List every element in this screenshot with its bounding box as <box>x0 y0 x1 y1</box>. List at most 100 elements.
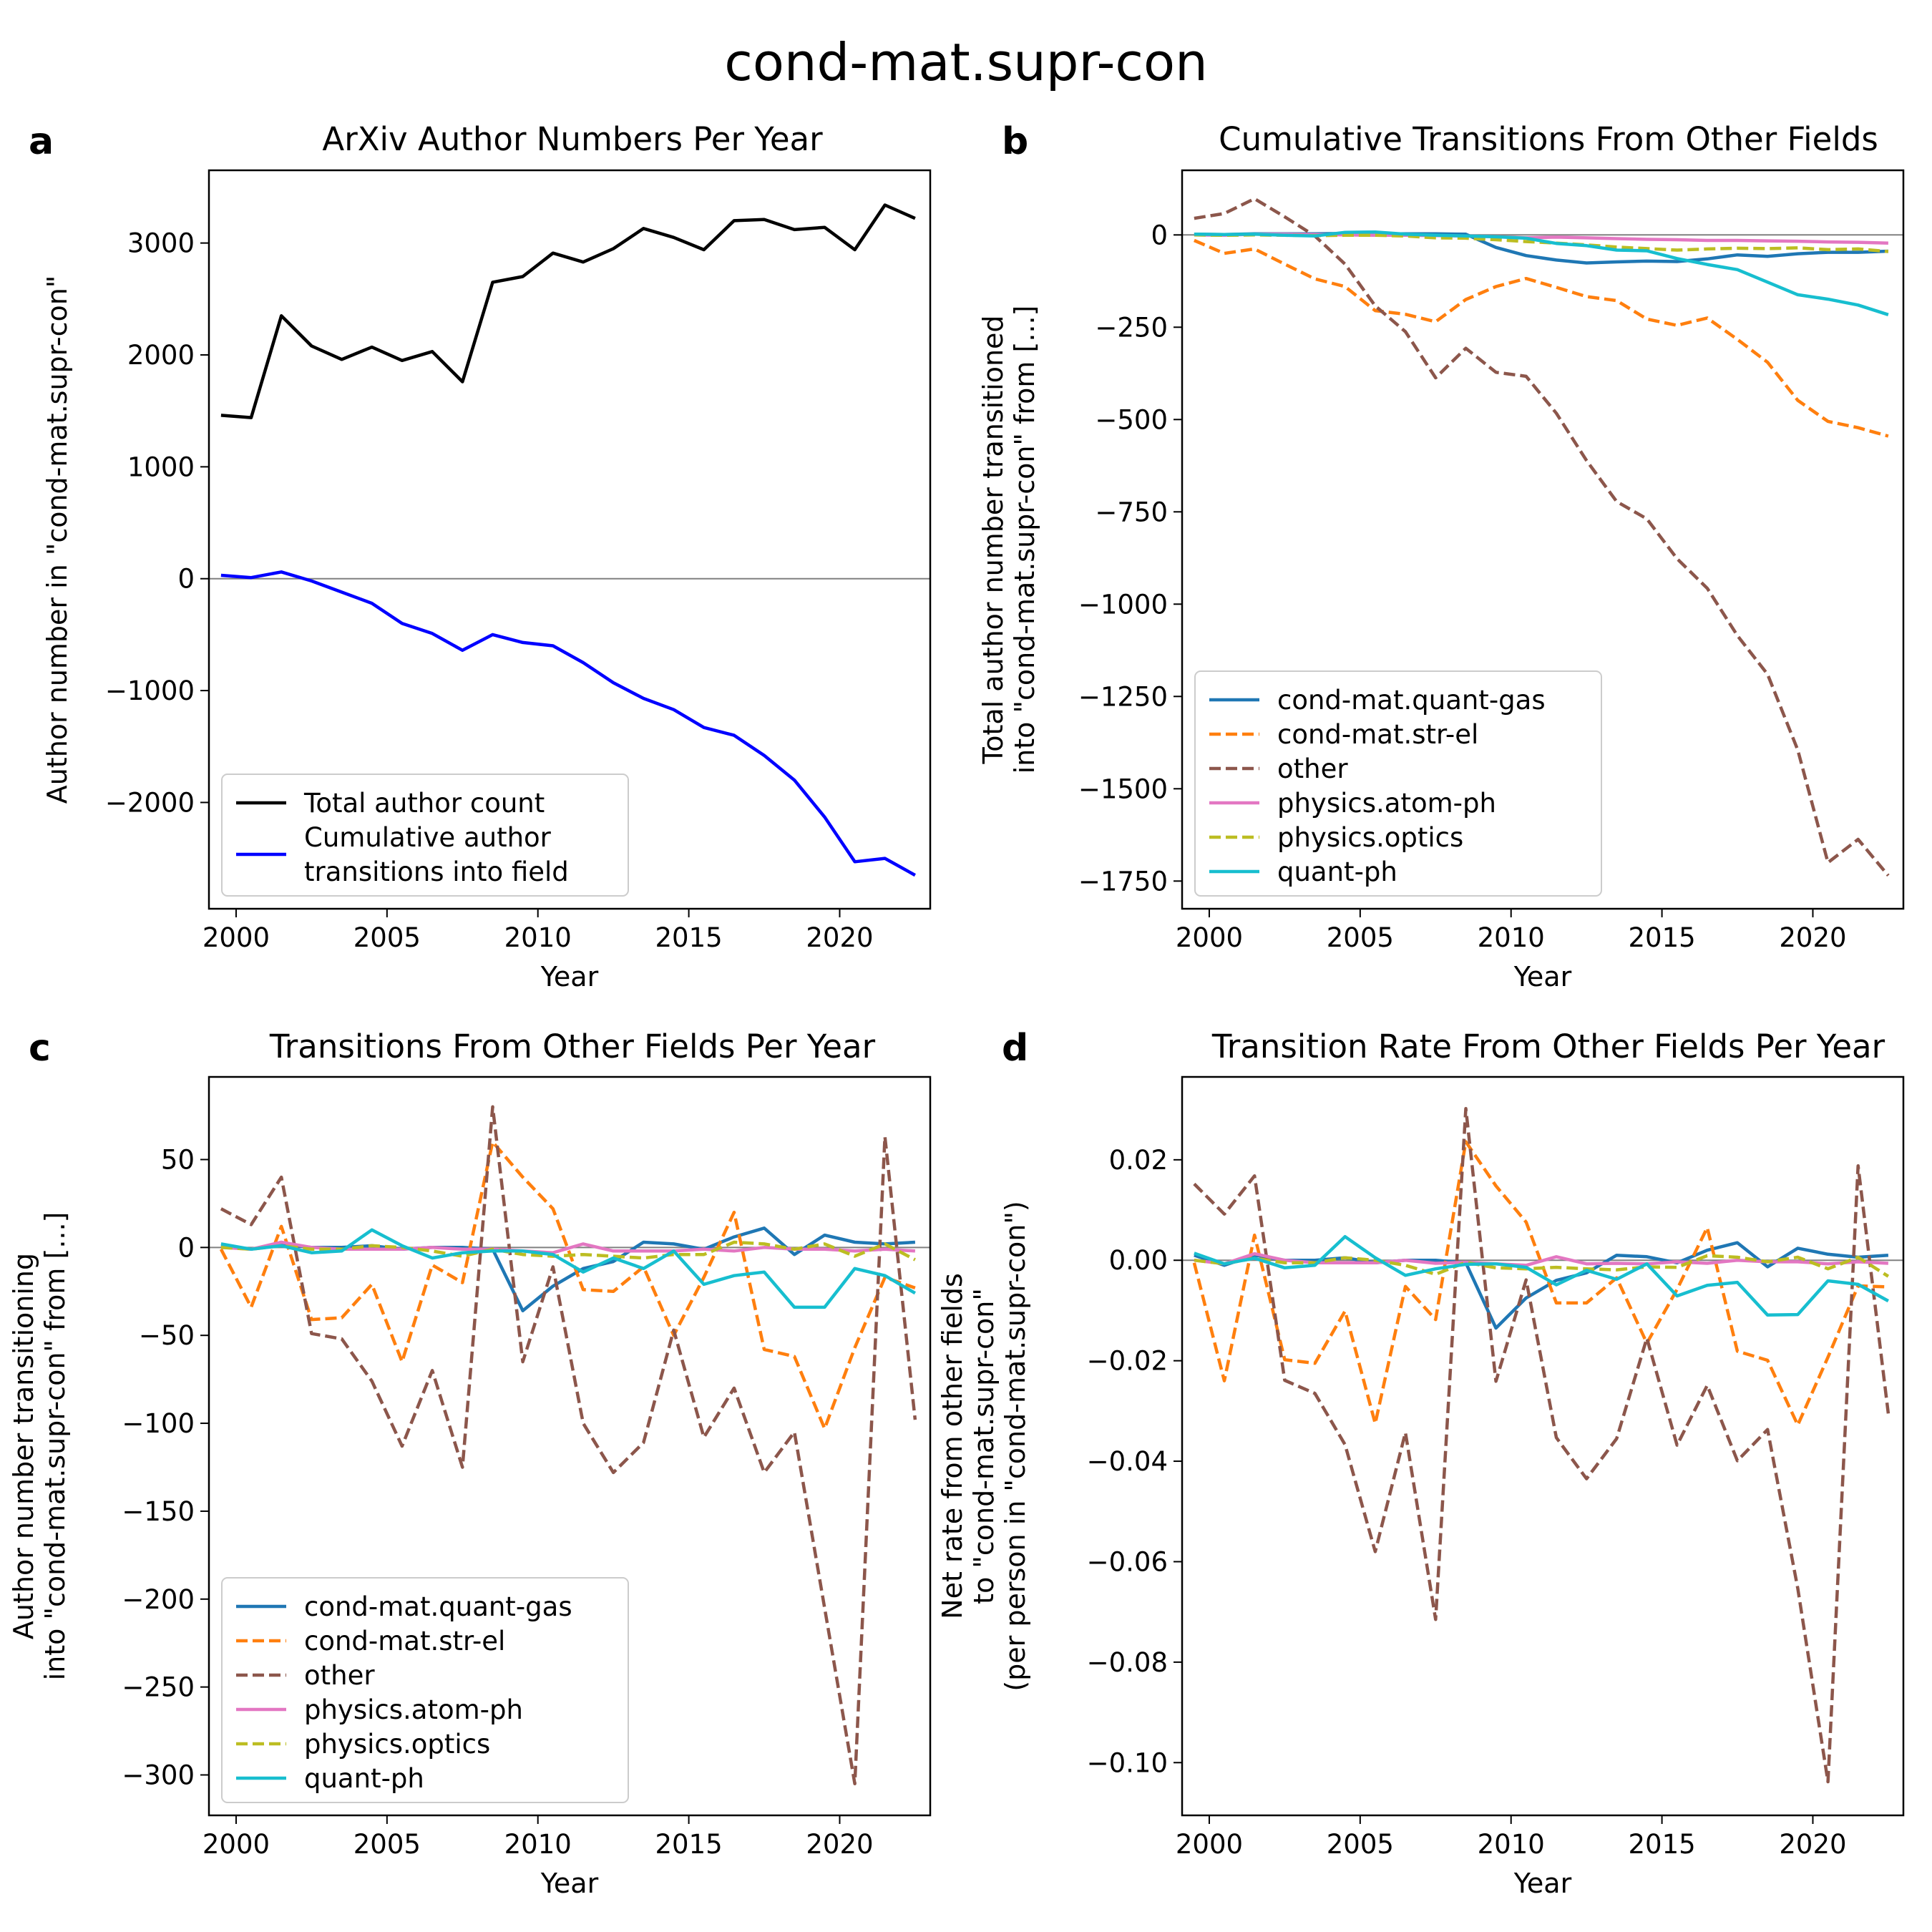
panel-d: d Transition Rate From Other Fields Per … <box>937 1027 1905 1899</box>
y-axis-label-line: into "cond-mat.supr-con" from [...] <box>1009 306 1040 774</box>
series-line-cond-mat.quant-gas <box>1194 1241 1889 1330</box>
series-line-cumulative <box>220 570 916 877</box>
x-tick-label: 2010 <box>1478 922 1545 953</box>
y-axis-label-line: Net rate from other fields <box>937 1273 968 1619</box>
y-tick-label: −200 <box>122 1584 195 1615</box>
legend-label: physics.optics <box>1277 822 1463 853</box>
legend-label: quant-ph <box>304 1763 424 1794</box>
series-line-quant-ph <box>220 1228 917 1309</box>
y-tick-label: −250 <box>1095 312 1168 343</box>
y-tick-label: −0.10 <box>1087 1747 1168 1778</box>
series-line-quant-ph <box>1194 1234 1889 1317</box>
x-tick-label: 2010 <box>504 1829 572 1860</box>
y-tick-label: −0.08 <box>1087 1647 1168 1678</box>
legend-label: physics.optics <box>304 1729 490 1760</box>
series-line-cond-mat.str-el <box>219 1140 916 1430</box>
x-tick-label: 2010 <box>504 922 572 953</box>
x-axis-label: Year <box>1513 961 1572 992</box>
y-tick-label: 3000 <box>127 228 195 259</box>
panel-b-label: b <box>1002 120 1028 163</box>
legend-label: quant-ph <box>1277 857 1397 887</box>
panel-a-label: a <box>29 120 54 163</box>
x-axis-label: Year <box>540 961 599 992</box>
y-tick-label: −1000 <box>1078 589 1168 620</box>
y-tick-label: −1750 <box>1078 866 1168 897</box>
panel-b-title: Cumulative Transitions From Other Fields <box>1219 120 1878 158</box>
legend-label: cond-mat.str-el <box>1277 719 1478 750</box>
y-axis-label: Net rate from other fieldsto "cond-mat.s… <box>937 1201 1031 1691</box>
x-tick-label: 2020 <box>1779 922 1846 953</box>
x-tick-label: 2005 <box>1327 1829 1394 1860</box>
legend-label: physics.atom-ph <box>304 1694 523 1725</box>
legend-label: other <box>1277 753 1348 784</box>
y-tick-label: 1000 <box>127 452 195 482</box>
x-tick-label: 2005 <box>353 1829 421 1860</box>
y-tick-label: −50 <box>139 1320 195 1351</box>
y-tick-label: −500 <box>1095 404 1168 435</box>
x-tick-label: 2015 <box>655 922 723 953</box>
y-axis-label-line: into "cond-mat.supr-con" from [...] <box>39 1212 71 1681</box>
legend-box <box>1194 670 1602 897</box>
panel-d-title: Transition Rate From Other Fields Per Ye… <box>1211 1028 1885 1065</box>
legend-label: other <box>304 1660 375 1691</box>
legend-label: Total author count <box>303 788 545 819</box>
legend-label: Cumulative author <box>304 822 552 853</box>
y-tick-label: 50 <box>161 1144 195 1175</box>
panel-d-plot: 2000 2005 2010 2015 2020 0.02 0.00 −0.02 −0.04 −0… <box>937 1075 1905 1899</box>
legend: cond-mat.quant-gascond-mat.str-elotherph… <box>221 1577 629 1803</box>
x-tick-label: 2010 <box>1478 1829 1545 1860</box>
x-tick-label: 2000 <box>1176 922 1243 953</box>
y-tick-label: −750 <box>1095 497 1168 527</box>
y-tick-label: −150 <box>122 1496 195 1527</box>
panel-b-plot: 2000 2005 2010 2015 2020 0 −250 −500 −750 −1000 −1… <box>977 169 1905 992</box>
y-axis-label-line: Author number in "cond-mat.supr-con" <box>42 275 73 804</box>
panel-d-label: d <box>1002 1027 1028 1070</box>
y-tick-label: −1000 <box>105 675 195 706</box>
legend-label: cond-mat.quant-gas <box>1277 685 1546 716</box>
y-axis-label-line: Author number transitioning <box>8 1253 39 1639</box>
series-line-cond-mat.str-el <box>1192 1140 1888 1427</box>
legend-label: transitions into field <box>304 857 569 887</box>
x-tick-label: 2020 <box>1779 1829 1846 1860</box>
y-tick-label: −1250 <box>1078 681 1168 712</box>
panel-b: b Cumulative Transitions From Other Fiel… <box>977 120 1905 992</box>
x-tick-label: 2015 <box>655 1829 723 1860</box>
series-line-physics.optics <box>220 1240 916 1262</box>
axes-frame <box>208 1075 932 1817</box>
y-axis-label: Author number transitioninginto "cond-ma… <box>8 1212 71 1681</box>
panel-a: a ArXiv Author Numbers Per Year 2000 2005… <box>29 120 932 992</box>
y-tick-label: −1500 <box>1078 774 1168 804</box>
y-tick-label: 0 <box>1151 220 1168 250</box>
x-axis-label: Year <box>1513 1868 1572 1899</box>
figure-suptitle: cond-mat.supr-con <box>724 32 1207 92</box>
y-axis-label-line: Total author number transitioned <box>977 315 1009 764</box>
series-line-quant-ph <box>1194 230 1889 316</box>
legend-box <box>221 774 629 897</box>
legend-label: cond-mat.str-el <box>304 1626 505 1657</box>
legend-box <box>221 1577 629 1803</box>
panel-a-title: ArXiv Author Numbers Per Year <box>322 120 823 158</box>
x-tick-label: 2005 <box>353 922 421 953</box>
x-tick-label: 2000 <box>203 1829 270 1860</box>
y-tick-label: 0.00 <box>1109 1245 1168 1276</box>
y-axis-label: Total author number transitionedinto "co… <box>977 306 1040 774</box>
panel-a-plot: 2000 2005 2010 2015 2020 −2000 −1000 0 1000 2000 3… <box>42 169 932 992</box>
y-tick-label: −2000 <box>105 787 195 818</box>
x-tick-label: 2000 <box>1176 1829 1243 1860</box>
y-axis-label: Author number in "cond-mat.supr-con" <box>42 275 73 804</box>
y-tick-label: −300 <box>122 1760 195 1790</box>
axes-frame <box>1181 1075 1905 1817</box>
y-tick-label: 0 <box>177 1232 195 1263</box>
panel-c-plot: 2000 2005 2010 2015 2020 50 0 −50 −100 −150 −200 −2… <box>8 1075 932 1899</box>
panel-c: c Transitions From Other Fields Per Year… <box>8 1027 932 1899</box>
series-line-cond-mat.str-el <box>1194 238 1889 438</box>
y-tick-label: −100 <box>122 1408 195 1439</box>
series-line-physics.optics <box>1194 1254 1890 1278</box>
y-axis-label-line: (per person in "cond-mat.supr-con") <box>1000 1201 1031 1691</box>
axes-frame <box>1181 169 1905 910</box>
x-axis-label: Year <box>540 1868 599 1899</box>
legend-label: physics.atom-ph <box>1277 788 1496 819</box>
